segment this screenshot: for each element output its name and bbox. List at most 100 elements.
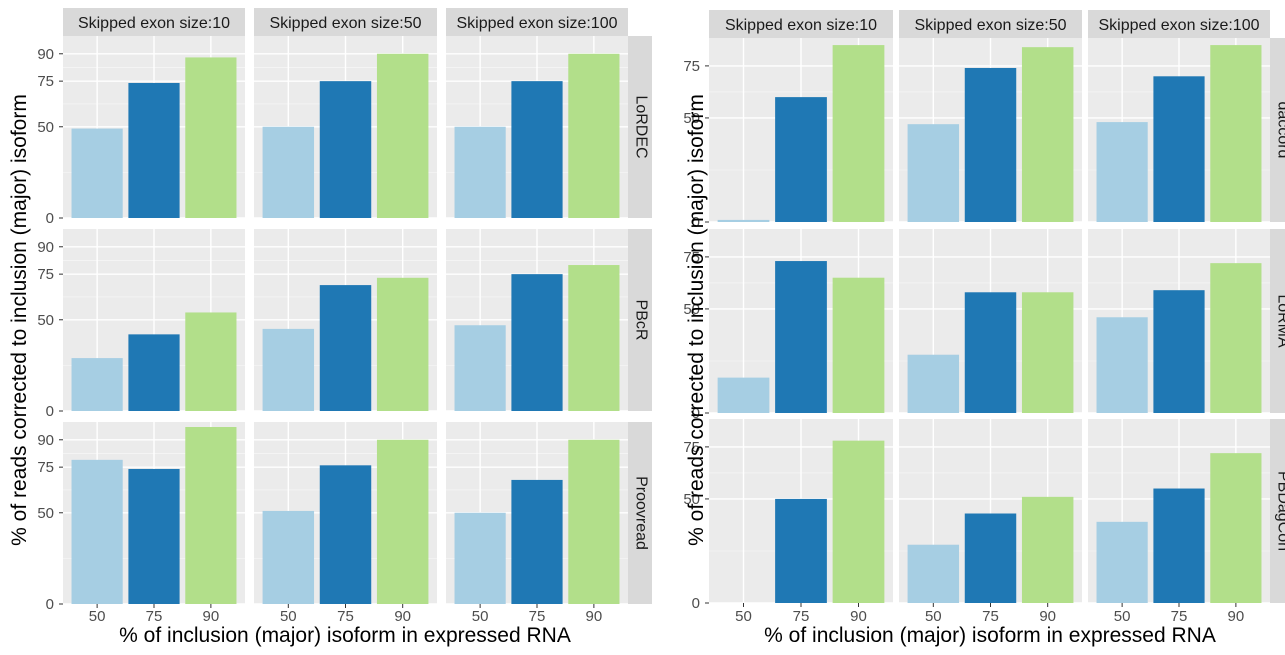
bar [1097,317,1148,413]
panel [63,422,245,604]
bar [377,278,428,411]
row-strip-label: Proovread [633,476,650,550]
y-tick-label: 75 [37,459,54,476]
x-tick-label: 50 [925,608,942,625]
panel [899,419,1082,603]
bar [320,81,371,218]
panel [63,229,245,411]
bar [775,97,827,222]
panel [254,36,437,218]
bar [1153,76,1204,222]
bar [377,440,428,604]
bar [185,312,236,411]
panel [1088,229,1270,413]
bar [128,83,179,218]
row-strip-label: PBcR [633,300,650,341]
bar [185,57,236,218]
bar [1022,47,1073,222]
row-strip-label: PBDagCon [1275,471,1285,551]
bar [568,440,619,604]
x-tick-label: 75 [146,608,163,625]
row-strip-label: LoRMA [1275,294,1285,348]
bar [908,124,959,222]
x-axis-title: % of inclusion (major) isoform in expres… [764,624,1216,647]
column-strip-label: Skipped exon size:100 [1099,17,1260,34]
panel [254,229,437,411]
panel [446,229,628,411]
x-tick-label: 90 [586,608,603,625]
x-tick-label: 50 [89,608,106,625]
bar [833,278,885,413]
y-tick-label: 50 [37,119,54,136]
bar [455,127,506,218]
x-tick-label: 50 [280,608,297,625]
panel [1088,38,1270,222]
y-tick-label: 75 [37,266,54,283]
bar [775,499,827,603]
x-tick-label: 75 [1171,608,1188,625]
bar [511,274,562,411]
x-tick-label: 90 [394,608,411,625]
x-tick-label: 75 [529,608,546,625]
bar [263,329,314,411]
column-strip-label: Skipped exon size:100 [457,15,618,32]
y-tick-label: 0 [46,596,54,613]
panel [254,422,437,604]
panel [63,36,245,218]
bar [833,441,885,603]
column-strip-label: Skipped exon size:50 [914,17,1066,34]
y-tick-label: 0 [46,210,54,227]
bar [775,261,827,413]
facet-chart-1: Skipped exon size:10 Skipped exon size:50… [8,8,652,647]
x-tick-label: 50 [735,608,752,625]
y-tick-label: 90 [37,432,54,449]
bar [1022,497,1073,603]
panel [899,38,1082,222]
row-strip-label: daccord [1275,102,1285,159]
column-strip-label: Skipped exon size:10 [78,15,230,32]
bar [1210,453,1261,603]
bar [718,378,770,413]
column-strip-label: Skipped exon size:10 [725,17,877,34]
panel [1088,419,1270,603]
bar [568,54,619,218]
x-tick-label: 75 [982,608,999,625]
y-tick-label: 0 [692,595,700,612]
bar [185,427,236,604]
x-axis-title: % of inclusion (major) isoform in expres… [119,624,571,647]
bar [511,480,562,604]
panel [446,36,628,218]
bar [72,460,123,604]
bar [833,45,885,222]
y-tick-label: 75 [683,58,700,75]
row-strip-label: LoRDEC [633,95,650,158]
y-axis-title: % of reads corrected to inclusion (major… [685,94,708,546]
column-strip-label: Skipped exon size:50 [269,15,421,32]
x-tick-label: 90 [203,608,220,625]
bar [377,54,428,218]
bar [908,355,959,413]
panel [709,38,893,222]
bar [965,292,1016,413]
bar [965,514,1016,604]
bar [72,129,123,218]
bar [511,81,562,218]
bar [455,325,506,411]
bar [965,68,1016,222]
bar [718,220,770,222]
bar [128,469,179,604]
bar [320,465,371,604]
panel [709,419,893,603]
bar [1210,45,1261,222]
bar [455,513,506,604]
bar [320,285,371,411]
panel [446,422,628,604]
bar [263,127,314,218]
bar [263,511,314,604]
facet-chart-2: Skipped exon size:10 Skipped exon size:50… [683,10,1285,647]
x-tick-label: 90 [1228,608,1245,625]
bar [128,334,179,411]
bar [568,265,619,411]
bar [1097,522,1148,603]
y-tick-label: 90 [37,46,54,63]
